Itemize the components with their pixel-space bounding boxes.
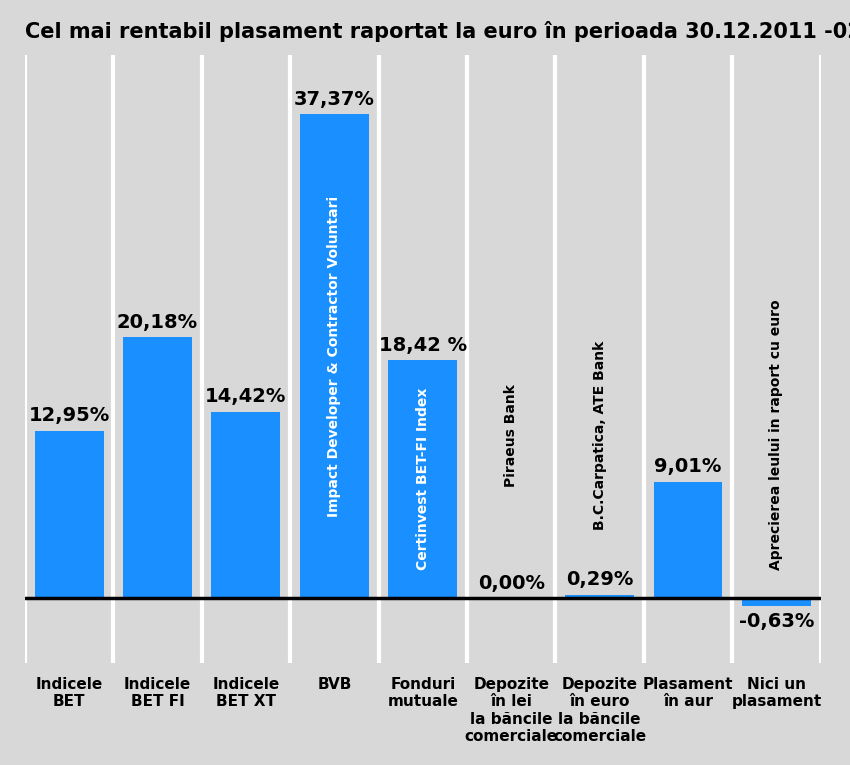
Text: Certinvest BET-FI Index: Certinvest BET-FI Index <box>416 388 430 570</box>
Bar <box>654 482 722 598</box>
Bar <box>742 598 811 607</box>
Bar <box>300 115 369 598</box>
Text: Impact Developer & Contractor Voluntari: Impact Developer & Contractor Voluntari <box>327 196 342 517</box>
Text: 12,95%: 12,95% <box>28 406 110 425</box>
Text: 14,42%: 14,42% <box>205 387 286 406</box>
Text: Cel mai rentabil plasament raportat la euro în perioada 30.12.2011 -02.02.2012: Cel mai rentabil plasament raportat la e… <box>25 21 850 42</box>
Text: 0,00%: 0,00% <box>478 575 545 593</box>
Text: 20,18%: 20,18% <box>117 313 198 332</box>
Text: 9,01%: 9,01% <box>654 457 722 477</box>
Text: 18,42 %: 18,42 % <box>379 336 467 355</box>
Text: 0,29%: 0,29% <box>566 571 633 589</box>
Bar <box>35 431 104 598</box>
Text: -0,63%: -0,63% <box>739 612 814 630</box>
Bar <box>565 594 634 598</box>
Text: 37,37%: 37,37% <box>294 90 375 109</box>
Text: Aprecierea leului in raport cu euro: Aprecierea leului in raport cu euro <box>769 300 784 571</box>
Bar <box>388 360 457 598</box>
Bar <box>212 412 280 598</box>
Text: B.C.Carpatica, ATE Bank: B.C.Carpatica, ATE Bank <box>592 340 607 530</box>
Bar <box>123 337 192 598</box>
Text: Piraeus Bank: Piraeus Bank <box>504 384 518 487</box>
